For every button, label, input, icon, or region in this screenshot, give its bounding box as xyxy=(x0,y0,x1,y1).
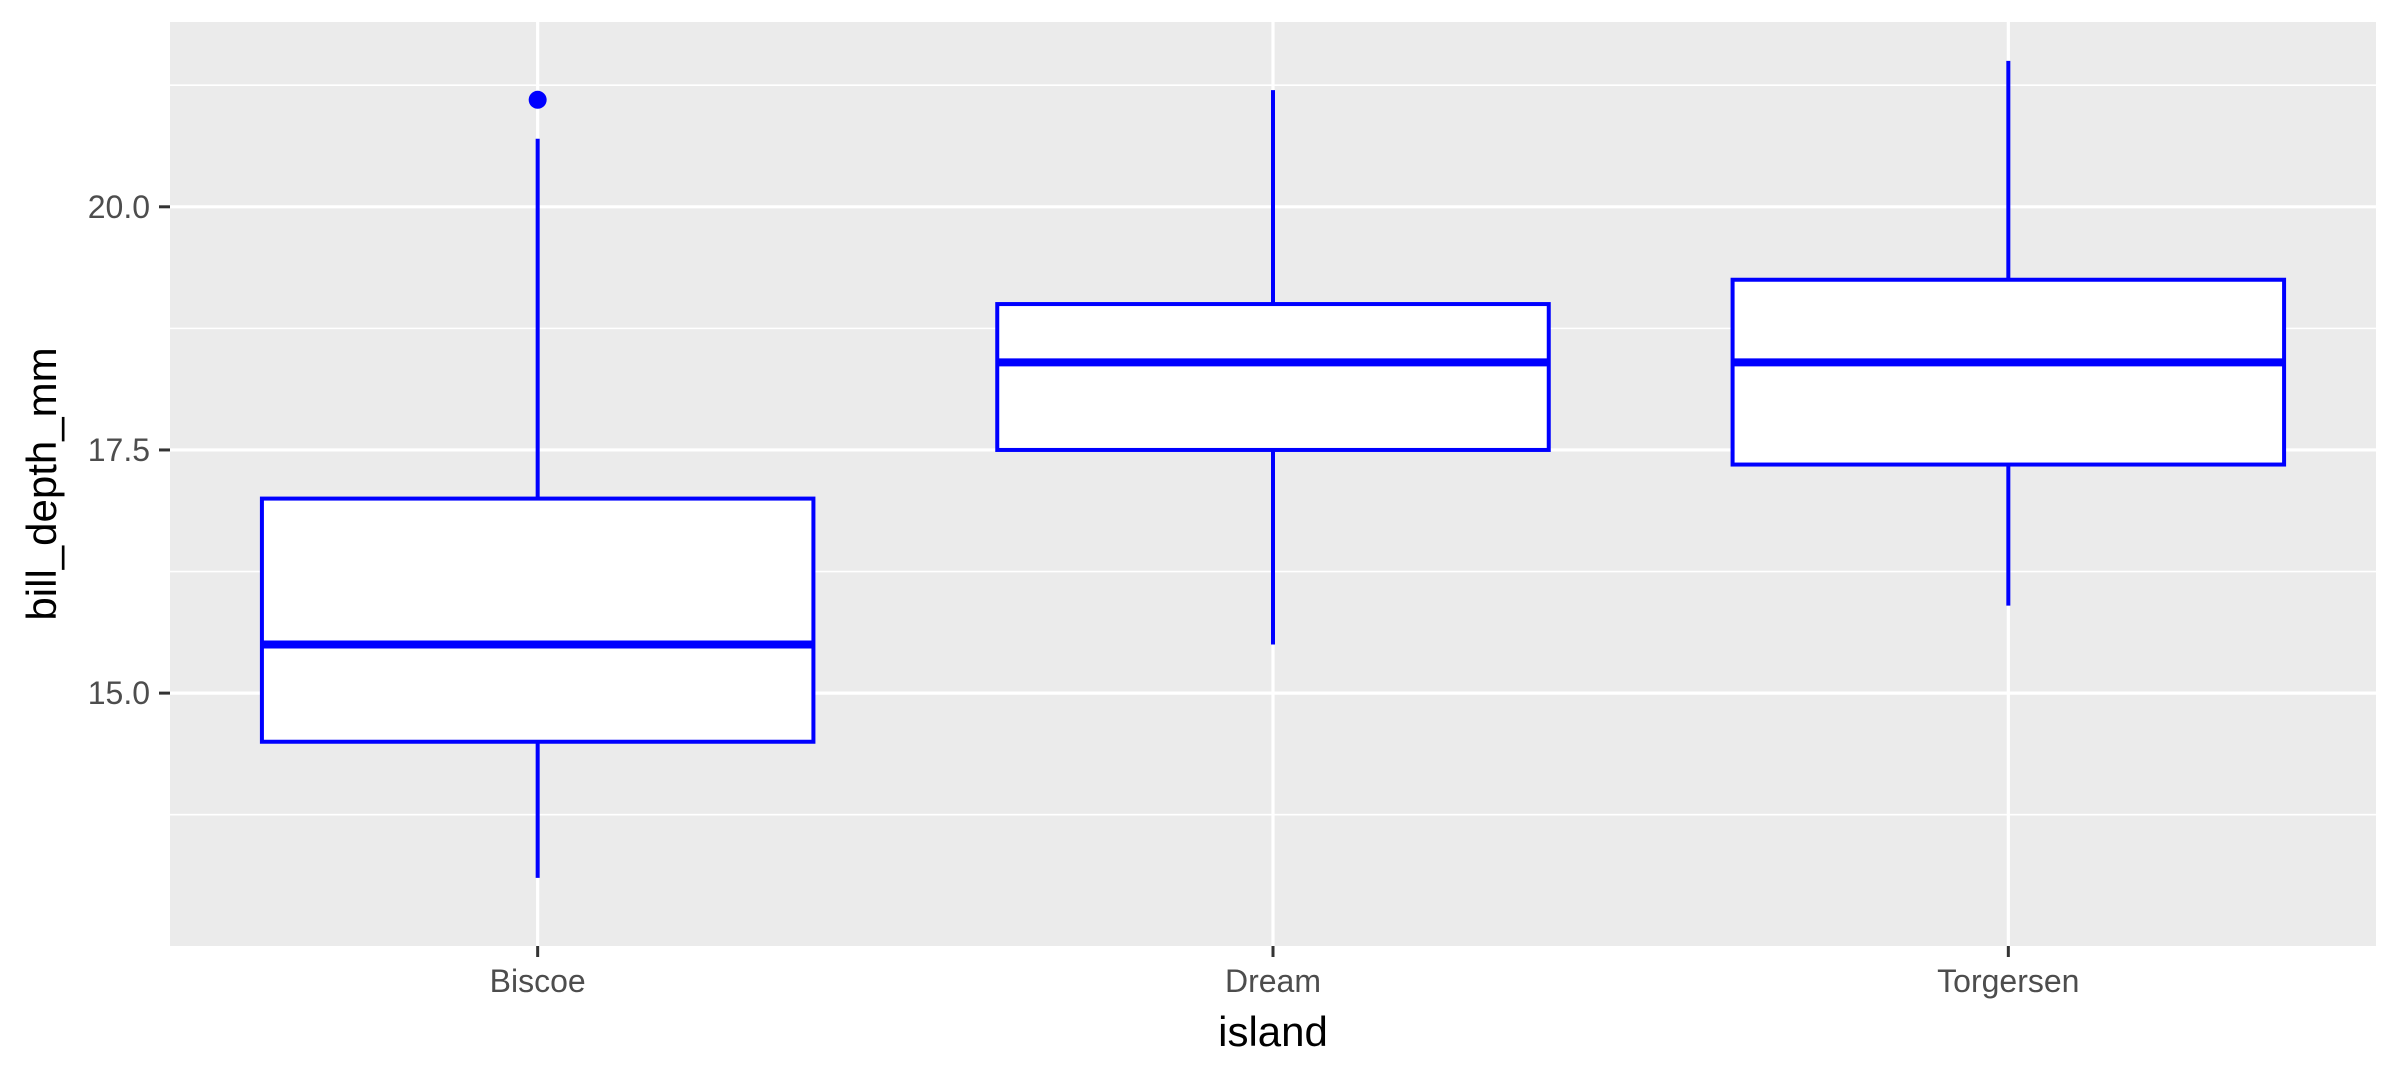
box-torgersen xyxy=(1730,60,2287,606)
box-biscoe xyxy=(259,90,816,878)
y-tick-label: 20.0 xyxy=(88,189,150,225)
iqr-box xyxy=(995,302,1551,452)
x-tick-label: Dream xyxy=(1225,963,1321,999)
boxplot-series xyxy=(259,60,2287,878)
iqr-box xyxy=(1730,277,2287,467)
y-tick-label: 17.5 xyxy=(88,432,150,468)
outlier-point xyxy=(528,90,547,109)
x-tick-label: Biscoe xyxy=(490,963,586,999)
x-tick-label: Torgersen xyxy=(1937,963,2079,999)
box-dream xyxy=(995,90,1551,645)
y-axis-title: bill_depth_mm xyxy=(18,347,65,620)
iqr-box xyxy=(259,496,816,744)
x-axis-title: island xyxy=(1218,1008,1328,1055)
axes: 15.0 17.5 20.0 Biscoe Dream Torgersen xyxy=(88,189,2080,999)
y-tick-label: 15.0 xyxy=(88,675,150,711)
